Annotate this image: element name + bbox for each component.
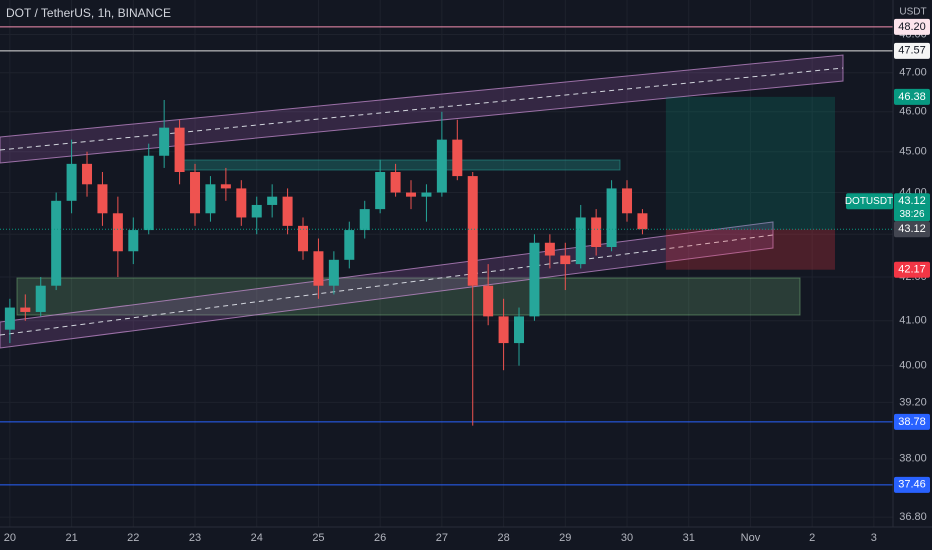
x-tick-label: 3 — [871, 532, 877, 544]
candle-body — [591, 217, 602, 248]
candle-body — [159, 127, 170, 156]
candle-body — [622, 188, 633, 214]
level-badge-bg — [894, 42, 930, 59]
x-tick-label: 22 — [127, 532, 139, 544]
last-price-badge: 43.12 — [898, 223, 926, 235]
candle-body — [35, 285, 46, 312]
axis-unit: USDT — [899, 7, 926, 18]
x-tick-label: 26 — [374, 532, 386, 544]
price-countdown-bg — [894, 193, 930, 222]
y-tick-label: 47.00 — [899, 67, 927, 79]
x-tick-label: 23 — [189, 532, 201, 544]
chart-title: DOT / TetherUS, 1h, BINANCE — [6, 6, 171, 20]
y-tick-label: 39.20 — [899, 396, 927, 408]
x-tick-label: 27 — [436, 532, 448, 544]
x-tick-label: 24 — [251, 532, 263, 544]
target-badge-bg — [894, 88, 930, 105]
candle-body — [82, 163, 93, 185]
candle-body — [498, 316, 509, 344]
candle-body — [390, 172, 401, 193]
candle-body — [467, 176, 478, 286]
stop-badge-bg — [894, 261, 930, 278]
candle-body — [174, 127, 185, 173]
position-stop-zone — [665, 229, 835, 270]
price-countdown: 38:26 — [899, 209, 924, 220]
candle-body — [66, 163, 77, 201]
symbol-badge: DOTUSDT — [845, 196, 893, 207]
candle-body — [298, 225, 309, 252]
candle-body — [112, 213, 123, 252]
price-countdown-price: 43.12 — [898, 195, 926, 207]
candle-body — [560, 255, 571, 265]
level-badge: 47.57 — [898, 45, 926, 57]
x-tick-label: 2 — [809, 532, 815, 544]
y-tick-label: 38.00 — [899, 453, 927, 465]
y-tick-label: 36.80 — [899, 511, 927, 523]
level-badge: 48.20 — [898, 21, 926, 33]
candle-body — [575, 217, 586, 265]
candle-body — [529, 242, 540, 317]
target-badge: 46.38 — [898, 91, 926, 103]
plot — [0, 26, 893, 486]
x-tick-label: 31 — [683, 532, 695, 544]
candle-body — [514, 316, 525, 344]
candle-body — [251, 204, 262, 218]
candle-body — [20, 307, 31, 312]
candle-body — [51, 200, 62, 286]
resistance-zone — [179, 159, 621, 171]
lower-channel-midline — [0, 234, 774, 336]
candle-body — [421, 192, 432, 197]
candle-body — [282, 196, 293, 226]
level-badge-bg — [894, 413, 930, 430]
candle-body — [220, 184, 231, 189]
candle-body — [190, 172, 201, 214]
x-tick-label: 28 — [497, 532, 509, 544]
candle-body — [637, 213, 648, 230]
candle-body — [267, 196, 278, 205]
candle-body — [128, 230, 139, 252]
axis: 36.8038.0039.2040.0041.0042.0043.0044.00… — [4, 18, 930, 544]
candle-body — [606, 188, 617, 248]
y-tick-label: 41.00 — [899, 315, 927, 327]
candle-body — [436, 139, 447, 193]
stop-badge: 42.17 — [898, 264, 926, 276]
candle-body — [4, 307, 15, 330]
symbol-badge-bg — [846, 193, 893, 210]
candle-body — [375, 172, 386, 210]
candle-body — [97, 184, 108, 214]
level-badge-bg — [894, 18, 930, 35]
position-target-zone — [665, 96, 835, 230]
y-tick-label: 45.00 — [899, 146, 927, 158]
candle-body — [544, 242, 555, 256]
x-tick-label: 25 — [312, 532, 324, 544]
level-badge: 38.78 — [898, 416, 926, 428]
x-tick-label: 21 — [65, 532, 77, 544]
candle-body — [359, 209, 370, 231]
x-tick-label: 20 — [4, 532, 16, 544]
x-tick-label: 29 — [559, 532, 571, 544]
candle-body — [205, 184, 216, 214]
candle-body — [406, 192, 417, 197]
last-price-badge-bg — [894, 221, 930, 238]
upper-channel-midline — [0, 67, 844, 151]
candle-body — [143, 155, 154, 231]
support-zone — [16, 277, 801, 316]
candle-body — [328, 259, 339, 286]
level-badge: 37.46 — [898, 479, 926, 491]
candle-body — [313, 251, 324, 286]
level-badge-bg — [894, 476, 930, 493]
x-tick-label: Nov — [741, 532, 761, 544]
y-tick-label: 46.00 — [899, 106, 927, 118]
candle-body — [236, 188, 247, 218]
x-tick-label: 30 — [621, 532, 633, 544]
y-tick-label: 40.00 — [899, 360, 927, 372]
candle-body — [483, 285, 494, 317]
candle-body — [452, 139, 463, 177]
candle-body — [344, 230, 355, 260]
